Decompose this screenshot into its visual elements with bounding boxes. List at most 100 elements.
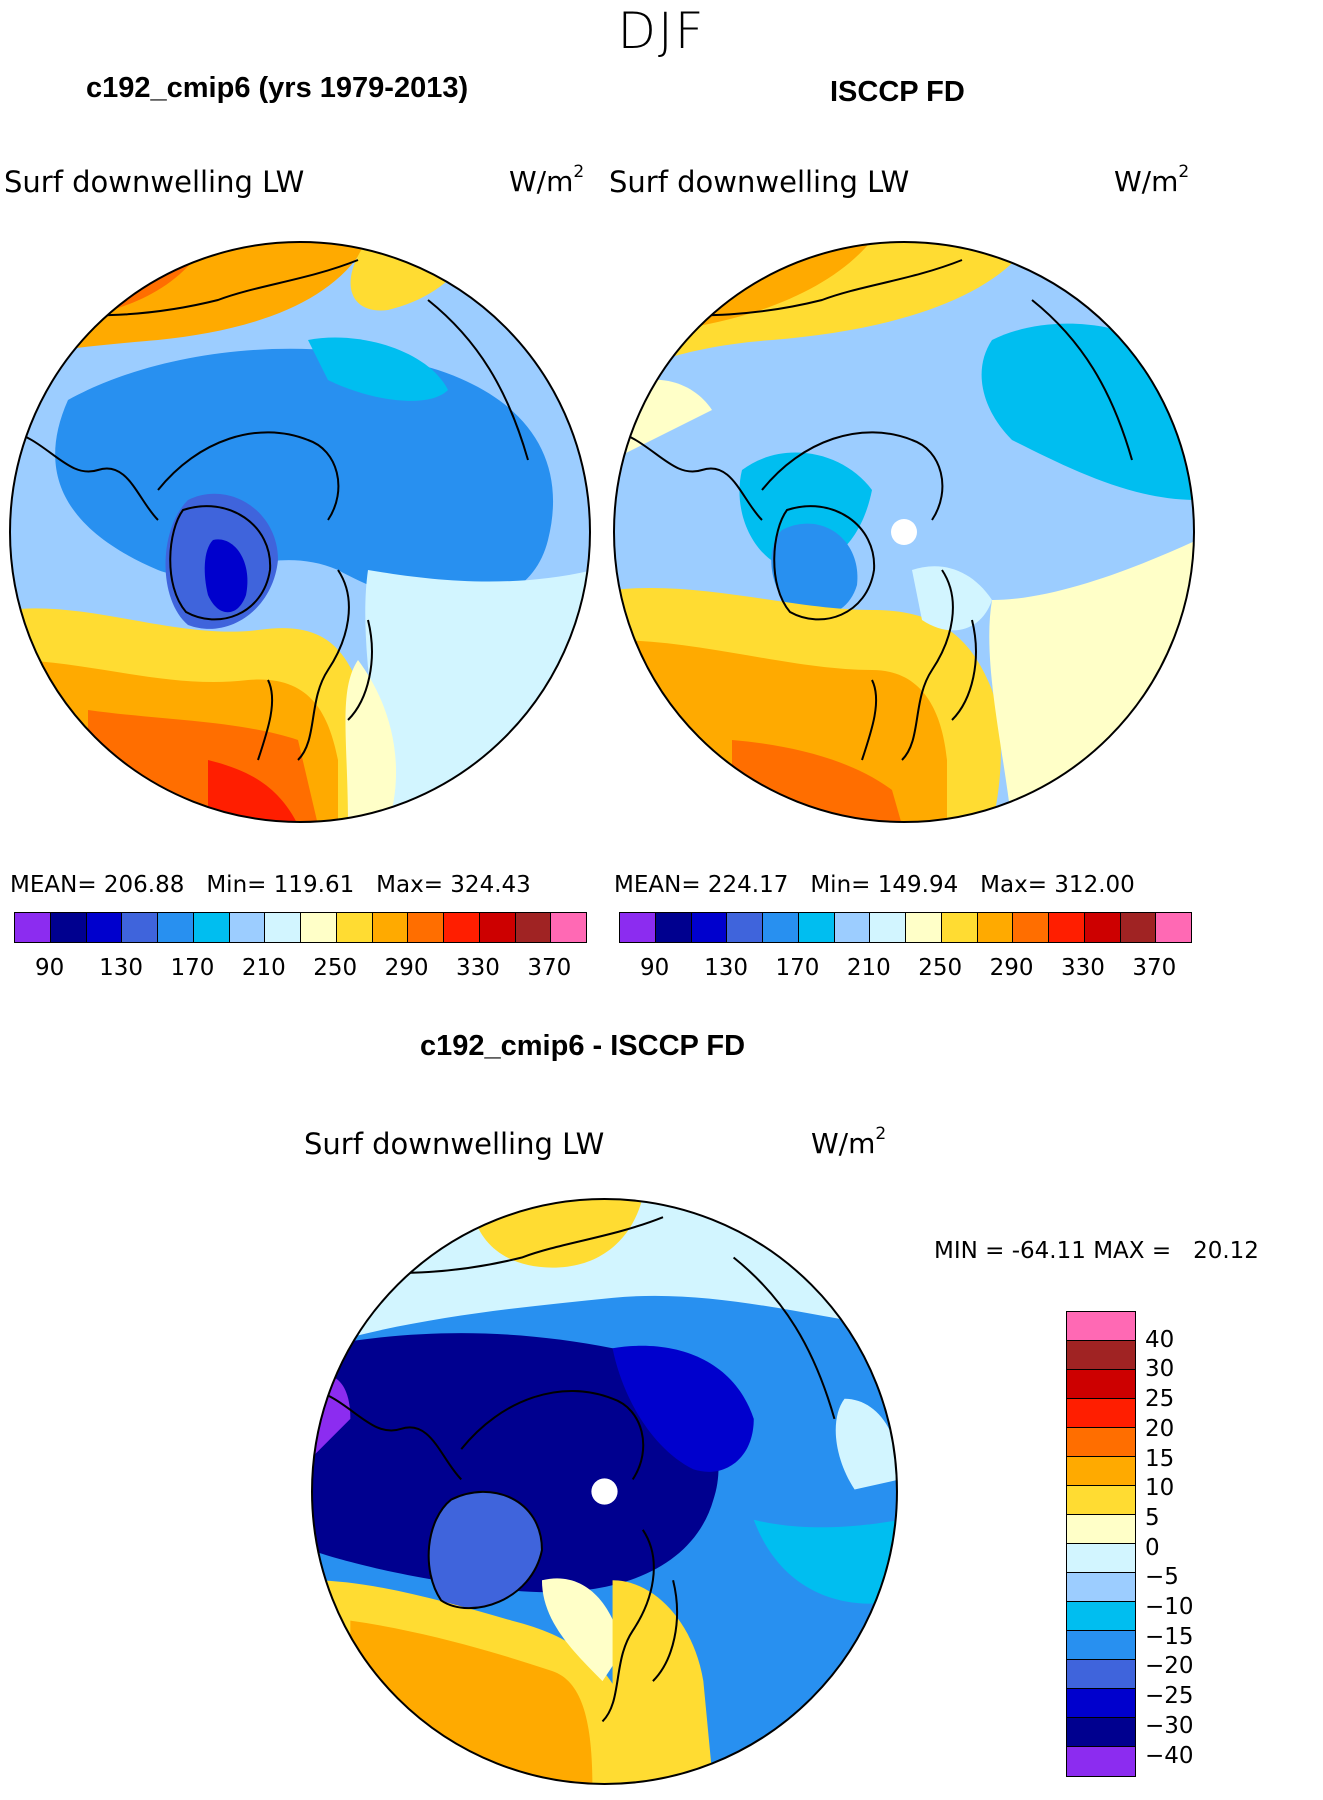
obs-panel-title: ISCCP FD xyxy=(830,76,965,108)
model-map-border xyxy=(9,241,591,823)
diff-scandinavia-warm-region xyxy=(612,1580,714,1784)
diff-colorbar-label: 40 xyxy=(1145,1326,1175,1353)
cbar2-swatch-14 xyxy=(1120,913,1157,942)
ticks2-label: 250 xyxy=(918,955,963,981)
diff-colorbar-swatch-13 xyxy=(1067,1689,1135,1718)
diff-colorbar-label: −20 xyxy=(1145,1653,1194,1680)
ticks1-label: 330 xyxy=(455,955,500,981)
obs-greenland-region xyxy=(771,523,858,617)
diff-colorbar-label: 10 xyxy=(1145,1475,1175,1502)
diff-colorbar-swatch-7 xyxy=(1067,1515,1135,1544)
diff-colorbar-swatch-11 xyxy=(1067,1631,1135,1660)
diff-colorbar-swatch-14 xyxy=(1067,1718,1135,1747)
model-colorbar xyxy=(14,912,587,943)
obs-stats: MEAN= 224.17 Min= 149.94 Max= 312.00 xyxy=(614,872,1135,898)
obs-min-label: Min= xyxy=(810,872,871,898)
cbar2-swatch-7 xyxy=(870,913,906,942)
cbar1-swatch-15 xyxy=(551,913,586,942)
diff-colorbar-label: −25 xyxy=(1145,1683,1194,1710)
diff-colorbar-label: 25 xyxy=(1145,1386,1175,1413)
model-east-siberia-region xyxy=(308,337,448,401)
cbar1-swatch-7 xyxy=(265,913,301,942)
model-max-value: 324.43 xyxy=(450,872,531,898)
cbar1-swatch-12 xyxy=(444,913,480,942)
ticks1-label: 130 xyxy=(99,955,144,981)
obs-colorbar xyxy=(619,912,1192,943)
ticks2-label: 130 xyxy=(704,955,749,981)
cbar2-swatch-15 xyxy=(1156,913,1191,942)
model-mean-label: MEAN= xyxy=(10,872,97,898)
model-units-label: W/m2 xyxy=(509,161,585,198)
diff-colorbar-swatch-1 xyxy=(1067,1341,1135,1370)
diff-arctic-strong-negative-region xyxy=(312,1333,719,1593)
ticks1-label: 250 xyxy=(313,955,358,981)
diff-eurasia-mid-region xyxy=(753,1519,897,1604)
season-title: DJF xyxy=(617,2,706,60)
diff-colorbar-label: −30 xyxy=(1145,1712,1194,1739)
cbar2-swatch-12 xyxy=(1049,913,1085,942)
cbar2-swatch-0 xyxy=(620,913,656,942)
diff-colorbar-swatch-0 xyxy=(1067,1312,1135,1341)
model-min-value: 119.61 xyxy=(273,872,355,898)
diff-colorbar-swatch-6 xyxy=(1067,1486,1135,1515)
obs-coastlines xyxy=(614,259,1133,761)
diff-polar-map xyxy=(311,1198,898,1785)
model-uk-hot-region xyxy=(208,760,298,822)
diff-colorbar xyxy=(1066,1311,1136,1777)
cbar1-swatch-0 xyxy=(15,913,51,942)
obs-max-value: 312.00 xyxy=(1054,872,1135,898)
cbar2-swatch-5 xyxy=(798,913,835,942)
cbar2-swatch-1 xyxy=(655,913,692,942)
diff-colorbar-swatch-12 xyxy=(1067,1660,1135,1689)
diff-units-label: W/m2 xyxy=(811,1123,887,1160)
diff-panel-title: c192_cmip6 - ISCCP FD xyxy=(420,1030,746,1062)
diff-pole-missing-data xyxy=(591,1478,618,1505)
ticks1-label: 370 xyxy=(527,955,572,981)
diff-colorbar-swatch-9 xyxy=(1067,1573,1135,1602)
cbar2-swatch-9 xyxy=(941,913,978,942)
model-polar-map xyxy=(9,241,591,823)
cbar1-swatch-1 xyxy=(50,913,87,942)
diff-variable-label: Surf downwelling LW xyxy=(304,1127,605,1161)
obs-map-border xyxy=(613,241,1195,823)
cbar1-swatch-10 xyxy=(372,913,409,942)
obs-mean-label: MEAN= xyxy=(614,872,701,898)
cbar2-swatch-11 xyxy=(1013,913,1049,942)
diff-siberia-negative-region xyxy=(612,1345,754,1472)
ticks2-label: 290 xyxy=(989,955,1034,981)
model-variable-label: Surf downwelling LW xyxy=(4,165,305,199)
model-eurasia-region xyxy=(365,570,590,822)
obs-units-label: W/m2 xyxy=(1114,161,1190,198)
cbar1-swatch-5 xyxy=(193,913,230,942)
ticks1-label: 170 xyxy=(170,955,215,981)
cbar1-swatch-8 xyxy=(301,913,337,942)
model-stats: MEAN= 206.88 Min= 119.61 Max= 324.43 xyxy=(10,872,531,898)
diff-colorbar-label: −15 xyxy=(1145,1623,1194,1650)
diff-max-value: 20.12 xyxy=(1193,1238,1259,1264)
obs-pole-missing-data xyxy=(891,519,917,545)
diff-colorbar-swatch-10 xyxy=(1067,1602,1135,1631)
ticks2-label: 90 xyxy=(640,955,670,981)
ticks2-label: 210 xyxy=(846,955,891,981)
ticks1-label: 290 xyxy=(384,955,429,981)
diff-colorbar-label: 20 xyxy=(1145,1415,1175,1442)
diff-stats: MIN = -64.11 MAX = 20.12 xyxy=(934,1238,1259,1264)
model-min-label: Min= xyxy=(206,872,267,898)
diff-colorbar-swatch-8 xyxy=(1067,1544,1135,1573)
diff-min-label: MIN = xyxy=(934,1238,1005,1264)
diff-kamchatka-region xyxy=(835,1398,897,1490)
cbar2-swatch-3 xyxy=(727,913,763,942)
model-mean-value: 206.88 xyxy=(103,872,185,898)
cbar1-swatch-2 xyxy=(86,913,123,942)
diff-colorbar-label: 30 xyxy=(1145,1356,1175,1383)
cbar2-swatch-6 xyxy=(834,913,871,942)
cbar1-swatch-3 xyxy=(122,913,158,942)
cbar1-swatch-11 xyxy=(408,913,444,942)
diff-eurasia-region xyxy=(733,1449,897,1784)
cbar1-swatch-13 xyxy=(479,913,516,942)
ticks2-label: 170 xyxy=(775,955,820,981)
diff-iceland-region xyxy=(541,1578,623,1682)
diff-colorbar-label: −5 xyxy=(1145,1564,1179,1591)
diff-pacific-warm-region xyxy=(471,1199,643,1268)
cbar2-swatch-4 xyxy=(763,913,799,942)
